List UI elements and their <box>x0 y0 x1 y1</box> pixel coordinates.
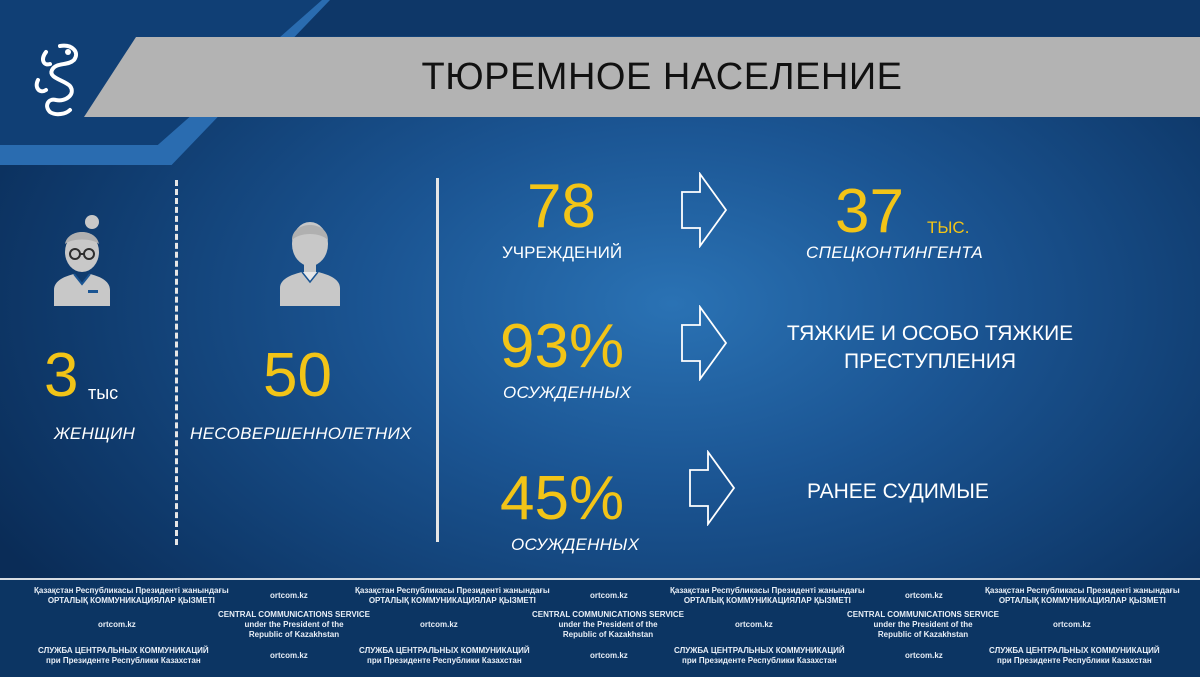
dashed-divider <box>175 180 178 545</box>
footer-en-line3: Republic of Kazakhstan <box>877 630 969 639</box>
footer-ru-line2: при Президенте Республики Казахстан <box>682 656 837 665</box>
footer-ru-line1: СЛУЖБА ЦЕНТРАЛЬНЫХ КОММУНИКАЦИЙ <box>674 646 845 655</box>
footer-kz-block: Қазақстан Республикасы Президенті жанынд… <box>985 586 1180 606</box>
footer-site: ortcom.kz <box>735 620 773 629</box>
footer-en-line2: under the President of the <box>244 620 344 629</box>
footer-kz-block: Қазақстан Республикасы Президенті жанынд… <box>34 586 229 606</box>
footer-site: ortcom.kz <box>270 591 308 600</box>
women-value: 3 <box>44 341 79 410</box>
women-unit: тыс <box>88 383 119 403</box>
minors-label: несовершеннолетних <box>190 424 412 443</box>
footer-ru-line1: СЛУЖБА ЦЕНТРАЛЬНЫХ КОММУНИКАЦИЙ <box>359 646 530 655</box>
footer-en-line2: under the President of the <box>873 620 973 629</box>
stat-institutions-label: учреждений <box>502 243 623 262</box>
stat-contingent-unit: тыс. <box>927 218 970 237</box>
footer-site: ortcom.kz <box>905 591 943 600</box>
footer-site: ortcom.kz <box>98 620 136 629</box>
footer-kz-block: Қазақстан Республикасы Президенті жанынд… <box>670 586 865 606</box>
footer-kz-line2: ОРТАЛЫҚ КОММУНИКАЦИЯЛАР ҚЫЗМЕТІ <box>368 596 536 605</box>
footer-site: ortcom.kz <box>1053 620 1091 629</box>
page-title: ТЮРЕМНОЕ НАСЕЛЕНИЕ <box>421 56 903 98</box>
footer-en-line1: CENTRAL COMMUNICATIONS SERVICE <box>218 610 371 619</box>
footer-en-block: CENTRAL COMMUNICATIONS SERVICE under the… <box>218 610 370 640</box>
footer-kz-line1: Қазақстан Республикасы Президенті жанынд… <box>670 586 865 595</box>
footer-ru-line2: при Президенте Республики Казахстан <box>46 656 201 665</box>
boy-icon <box>280 222 340 306</box>
footer-en-block: CENTRAL COMMUNICATIONS SERVICE under the… <box>532 610 684 640</box>
footer-en-line3: Republic of Kazakhstan <box>248 630 340 639</box>
footer-site: ortcom.kz <box>270 651 308 660</box>
footer-en-line2: under the President of the <box>558 620 658 629</box>
stat-serious-result-line1: ТЯЖКИЕ И ОСОБО ТЯЖКИЕ <box>786 322 1074 345</box>
stat-serious-result-line2: ПРЕСТУПЛЕНИЯ <box>843 350 1017 373</box>
footer-kz-line2: ОРТАЛЫҚ КОММУНИКАЦИЯЛАР ҚЫЗМЕТІ <box>47 596 215 605</box>
footer-site: ortcom.kz <box>590 651 628 660</box>
title-bar: ТЮРЕМНОЕ НАСЕЛЕНИЕ <box>84 37 1200 117</box>
footer-ru-block: СЛУЖБА ЦЕНТРАЛЬНЫХ КОММУНИКАЦИЙ при През… <box>989 646 1160 666</box>
footer-kz-block: Қазақстан Республикасы Президенті жанынд… <box>355 586 550 606</box>
women-label: женщин <box>54 424 136 443</box>
arrow-right-outline-icon <box>681 305 728 381</box>
stat-serious-result: ТЯЖКИЕ И ОСОБО ТЯЖКИЕ ПРЕСТУПЛЕНИЯ <box>760 320 1100 376</box>
footer-ru-block: СЛУЖБА ЦЕНТРАЛЬНЫХ КОММУНИКАЦИЙ при През… <box>359 646 530 666</box>
arrow-right-outline-icon <box>689 450 736 526</box>
snow-leopard-logo-icon <box>34 43 79 117</box>
footer-en-line1: CENTRAL COMMUNICATIONS SERVICE <box>847 610 1000 619</box>
footer-site: ortcom.kz <box>905 651 943 660</box>
footer-ru-block: СЛУЖБА ЦЕНТРАЛЬНЫХ КОММУНИКАЦИЙ при През… <box>38 646 209 666</box>
footer-en-line3: Republic of Kazakhstan <box>562 630 654 639</box>
footer-ru-block: СЛУЖБА ЦЕНТРАЛЬНЫХ КОММУНИКАЦИЙ при През… <box>674 646 845 666</box>
footer-kz-line2: ОРТАЛЫҚ КОММУНИКАЦИЯЛАР ҚЫЗМЕТІ <box>998 596 1166 605</box>
footer-ru-line2: при Президенте Республики Казахстан <box>367 656 522 665</box>
stat-serious-value: 93% <box>500 312 625 381</box>
footer-kz-line1: Қазақстан Республикасы Президенті жанынд… <box>985 586 1180 595</box>
footer-site: ortcom.kz <box>590 591 628 600</box>
footer-ru-line1: СЛУЖБА ЦЕНТРАЛЬНЫХ КОММУНИКАЦИЙ <box>989 646 1160 655</box>
stat-serious-label: осужденных <box>503 383 632 402</box>
stat-repeat-label: осужденных <box>511 535 640 554</box>
footer: Қазақстан Республикасы Президенті жанынд… <box>0 578 1200 677</box>
footer-en-line1: CENTRAL COMMUNICATIONS SERVICE <box>532 610 685 619</box>
footer-ru-line1: СЛУЖБА ЦЕНТРАЛЬНЫХ КОММУНИКАЦИЙ <box>38 646 209 655</box>
stat-institutions-value: 78 <box>527 172 596 241</box>
footer-kz-line1: Қазақстан Республикасы Президенті жанынд… <box>34 586 229 595</box>
solid-divider <box>436 178 439 542</box>
footer-ru-line2: при Президенте Республики Казахстан <box>997 656 1152 665</box>
stat-contingent-value: 37 <box>835 177 904 246</box>
footer-en-block: CENTRAL COMMUNICATIONS SERVICE under the… <box>847 610 999 640</box>
woman-icon <box>54 215 110 306</box>
footer-kz-line1: Қазақстан Республикасы Президенті жанынд… <box>355 586 550 595</box>
stat-repeat-value: 45% <box>500 464 625 533</box>
footer-site: ortcom.kz <box>420 620 458 629</box>
minors-value: 50 <box>263 341 332 410</box>
stat-contingent-label: спецконтингента <box>806 243 983 262</box>
arrow-right-outline-icon <box>681 172 728 248</box>
stat-repeat-result: РАНЕЕ СУДИМЫЕ <box>807 480 989 503</box>
footer-kz-line2: ОРТАЛЫҚ КОММУНИКАЦИЯЛАР ҚЫЗМЕТІ <box>683 596 851 605</box>
